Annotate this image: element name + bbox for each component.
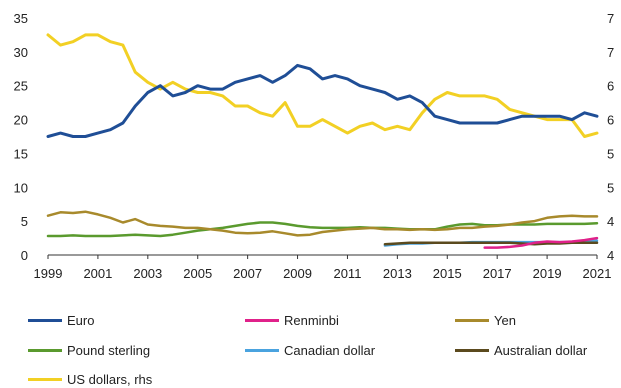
- legend-swatch-canadian-dollar: [245, 348, 279, 352]
- legend-item-renminbi: Renminbi: [245, 311, 339, 329]
- y-left-tick-label: 5: [21, 214, 28, 229]
- x-tick-label: 2019: [533, 266, 562, 281]
- x-tick-label: 2017: [483, 266, 512, 281]
- x-tick-label: 2007: [233, 266, 262, 281]
- y-left-tick-label: 30: [14, 45, 28, 60]
- y-right-tick-label: 5: [607, 146, 614, 161]
- legend-item-us-dollars-rhs: US dollars, rhs: [28, 370, 152, 388]
- y-left-tick-label: 25: [14, 79, 28, 94]
- legend-swatch-pound-sterling: [28, 348, 62, 352]
- legend-label-renminbi: Renminbi: [284, 312, 339, 328]
- y-left-tick-label: 20: [14, 113, 28, 128]
- series-line-renminbi: [483, 236, 599, 249]
- x-tick-label: 2021: [583, 266, 612, 281]
- legend-swatch-renminbi: [245, 318, 279, 322]
- legend-swatch-us-dollars-rhs: [28, 377, 62, 381]
- x-tick-label: 2001: [83, 266, 112, 281]
- legend-label-euro: Euro: [67, 312, 95, 328]
- legend-label-us-dollars-rhs: US dollars, rhs: [67, 371, 153, 387]
- legend-item-pound-sterling: Pound sterling: [28, 341, 150, 359]
- y-right-tick-label: 7: [607, 45, 614, 60]
- legend-item-euro: Euro: [28, 311, 94, 329]
- y-right-tick-label: 6: [607, 79, 614, 94]
- y-left-tick-label: 15: [14, 146, 28, 161]
- x-tick-label: 2009: [283, 266, 312, 281]
- right-axis-ticks: 4 4 5 5 6 6 7 7: [607, 11, 614, 263]
- legend-item-yen: Yen: [455, 311, 516, 329]
- legend-swatch-australian-dollar: [455, 348, 489, 352]
- y-left-tick-label: 10: [14, 180, 28, 195]
- x-axis-ticks: 1999 2001 2003 2005 2007 2009 2011 2013 2015 2017…: [34, 255, 612, 281]
- x-tick-label: 2011: [333, 266, 361, 281]
- series-line-euro: [46, 63, 599, 138]
- y-right-tick-label: 7: [607, 11, 614, 26]
- legend-item-australian-dollar: Australian dollar: [455, 341, 587, 359]
- series-line-australian-dollar: [383, 241, 599, 246]
- x-tick-label: 2003: [133, 266, 162, 281]
- legend-label-canadian-dollar: Canadian dollar: [284, 342, 376, 358]
- x-tick-label: 1999: [34, 266, 63, 281]
- legend-swatch-yen: [455, 318, 489, 322]
- x-tick-label: 2015: [433, 266, 462, 281]
- y-right-tick-label: 4: [607, 248, 614, 263]
- x-tick-label: 2005: [183, 266, 212, 281]
- y-left-tick-label: 35: [14, 11, 28, 26]
- y-right-tick-label: 6: [607, 113, 614, 128]
- series-line-us-dollars-rhs: [46, 33, 599, 138]
- left-axis-ticks: 0 5 10 15 20 25 30 35: [14, 11, 28, 263]
- legend: Euro Renminbi Yen Pound sterling Canadia…: [0, 308, 621, 387]
- series-lines: [46, 33, 599, 249]
- series-line-yen: [46, 210, 599, 237]
- y-left-tick-label: 0: [21, 248, 28, 263]
- y-right-tick-label: 5: [607, 180, 614, 195]
- legend-label-yen: Yen: [494, 312, 516, 328]
- legend-label-australian-dollar: Australian dollar: [494, 342, 588, 358]
- legend-item-canadian-dollar: Canadian dollar: [245, 341, 375, 359]
- y-right-tick-label: 4: [607, 214, 614, 229]
- x-tick-label: 2013: [383, 266, 412, 281]
- legend-swatch-euro: [28, 318, 62, 322]
- legend-label-pound-sterling: Pound sterling: [67, 342, 151, 358]
- line-chart: 0 5 10 15 20 25 30 35 4 4 5 5 6 6 7 7 1999 2001 2003 2005…: [14, 11, 615, 281]
